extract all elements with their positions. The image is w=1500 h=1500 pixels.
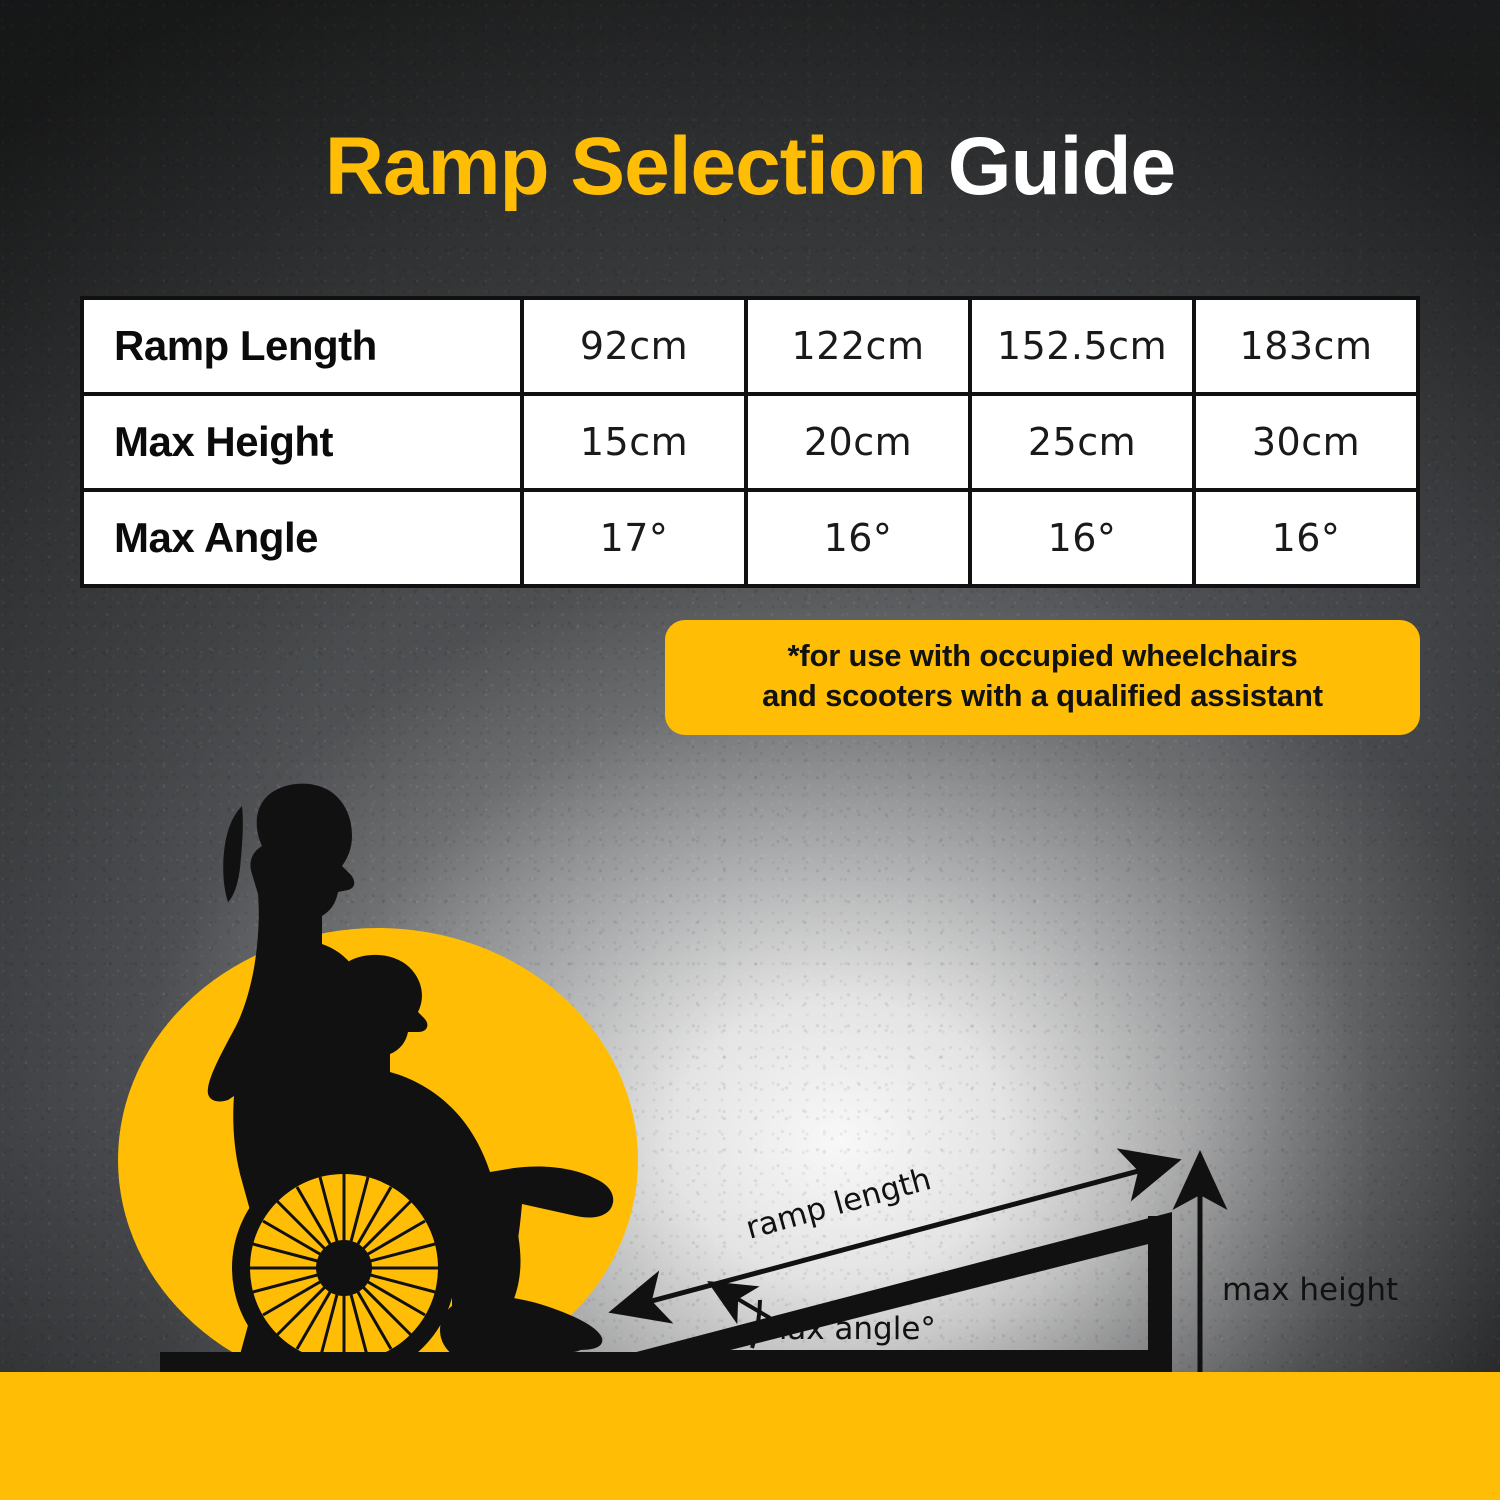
cell-max-angle-4: 16° [1192,488,1420,588]
cell-max-height-3: 25cm [968,392,1196,492]
cell-ramp-length-1: 92cm [520,296,748,396]
table-row-max-height: Max Height 15cm 20cm 25cm 30cm [80,392,1420,492]
table-row-max-angle: Max Angle 17° 16° 16° 16° [80,488,1420,588]
cell-max-angle-2: 16° [744,488,972,588]
title-plain-text: Guide [947,121,1176,212]
cell-ramp-length-3: 152.5cm [968,296,1196,396]
footer-accent-band [0,1372,1500,1500]
page-title: Ramp Selection Guide [0,126,1500,208]
usage-note-line-1: *for use with occupied wheelchairs [787,638,1298,673]
ramp-spec-table: Ramp Length 92cm 122cm 152.5cm 183cm Max… [80,296,1420,588]
cell-ramp-length-4: 183cm [1192,296,1420,396]
cell-ramp-length-2: 122cm [744,296,972,396]
row-header-max-height: Max Height [80,392,524,492]
usage-note-line-2: and scooters with a qualified assistant [762,677,1323,713]
cell-max-height-4: 30cm [1192,392,1420,492]
label-max-height: max height [1222,1272,1399,1308]
row-header-max-angle: Max Angle [80,488,524,588]
cell-max-height-1: 15cm [520,392,748,492]
cell-max-angle-1: 17° [520,488,748,588]
table-row-ramp-length: Ramp Length 92cm 122cm 152.5cm 183cm [80,296,1420,396]
row-header-ramp-length: Ramp Length [80,296,524,396]
cell-max-height-2: 20cm [744,392,972,492]
usage-note-callout: *for use with occupied wheelchairs and s… [665,620,1420,736]
label-max-angle: max angle° [757,1311,936,1347]
title-accent-text: Ramp Selection [324,121,927,212]
cell-max-angle-3: 16° [968,488,1196,588]
